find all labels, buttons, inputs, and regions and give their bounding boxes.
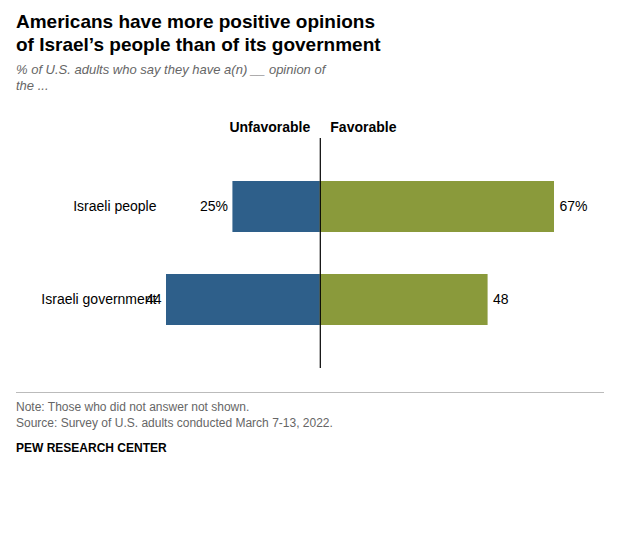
html-text:Note: Those who did not answer: Note: Those who did not answer not shown… — [16, 400, 250, 414]
svg-text:44: 44 — [146, 291, 162, 307]
svg-text:48: 48 — [493, 291, 509, 307]
svg-text:67%: 67% — [560, 198, 588, 214]
svg-text:Israeli government: Israeli government — [41, 291, 156, 307]
html-text:Americans have more positive o: Americans have more positive opinions of… — [16, 11, 381, 55]
svg-text:Unfavorable: Unfavorable — [229, 119, 310, 135]
html-text:% of U.S. adults who say they: % of U.S. adults who say they have a(n) … — [16, 62, 326, 93]
svg-text:Israeli people: Israeli people — [73, 198, 156, 214]
html-text:Source: Survey of U.S. adults: Source: Survey of U.S. adults conducted … — [16, 416, 333, 430]
svg-text:25%: 25% — [200, 198, 228, 214]
html-text:PEW RESEARCH CENTER: PEW RESEARCH CENTER — [16, 441, 167, 455]
svg-text:Favorable: Favorable — [330, 119, 396, 135]
